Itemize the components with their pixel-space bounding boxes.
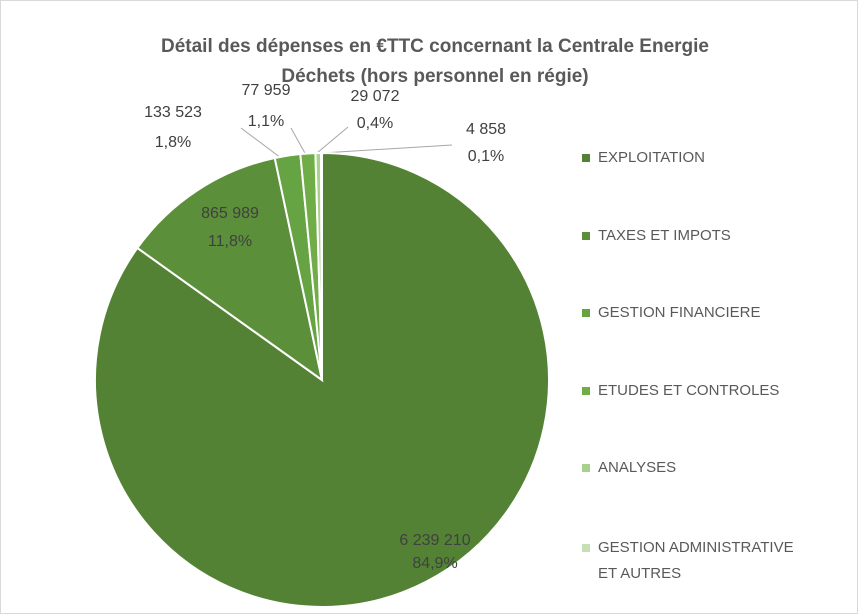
percent-label: 84,9% xyxy=(412,555,457,572)
legend-swatch xyxy=(582,544,590,552)
leader-line xyxy=(321,144,453,154)
pie-slice xyxy=(320,151,323,381)
data-label: 77 959 xyxy=(242,82,291,99)
legend-label: GESTION FINANCIERE xyxy=(598,304,761,321)
leader-line xyxy=(316,126,349,154)
percent-label: 0,1% xyxy=(468,148,504,165)
data-label: 29 072 xyxy=(351,88,400,105)
legend-label: EXPLOITATION xyxy=(598,149,705,166)
legend-label: TAXES ET IMPOTS xyxy=(598,227,731,244)
leader-line xyxy=(240,127,282,159)
legend-swatch xyxy=(582,232,590,240)
data-label: 6 239 210 xyxy=(399,532,470,549)
legend-swatch xyxy=(582,464,590,472)
chart-title: Déchets (hors personnel en régie) xyxy=(281,66,588,87)
leader-lines xyxy=(94,126,550,608)
legend-swatch xyxy=(582,309,590,317)
pie-slice xyxy=(135,156,324,383)
legend-label: ANALYSES xyxy=(598,459,676,476)
chart-title: Détail des dépenses en €TTC concernant l… xyxy=(161,36,709,57)
legend-label: GESTION ADMINISTRATIVE ET AUTRES xyxy=(598,539,794,582)
legend-swatch xyxy=(582,387,590,395)
data-label: 4 858 xyxy=(466,121,506,138)
percent-label: 0,4% xyxy=(357,115,393,132)
legend-swatch xyxy=(582,154,590,162)
percent-label: 1,1% xyxy=(248,113,284,130)
leader-line xyxy=(290,127,307,156)
data-label: 865 989 xyxy=(201,205,259,222)
legend-label: ETUDES ET CONTROLES xyxy=(598,382,779,399)
percent-label: 11,8% xyxy=(208,233,252,250)
data-label: 133 523 xyxy=(144,104,202,121)
percent-label: 1,8% xyxy=(155,134,191,151)
